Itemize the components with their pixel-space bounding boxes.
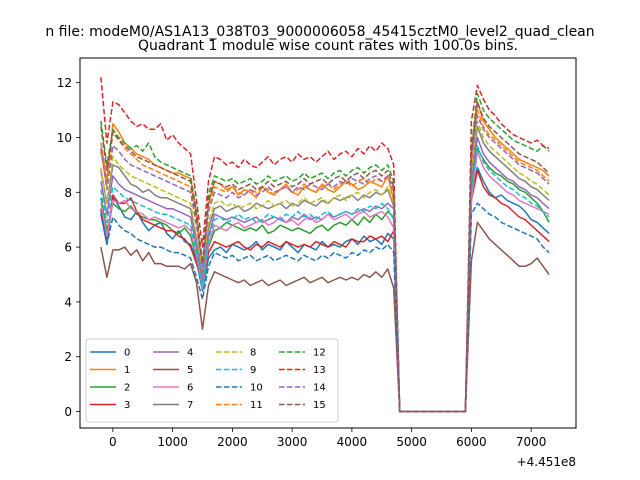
y-tick-label: 0 — [64, 405, 72, 419]
series-line-5 — [100, 221, 550, 413]
y-tick-label: 2 — [64, 350, 72, 364]
x-tick-label: 4000 — [337, 435, 368, 449]
legend-label-9: 9 — [250, 365, 256, 376]
legend-label-8: 8 — [250, 348, 256, 359]
legend-label-3: 3 — [124, 400, 130, 411]
legend-label-12: 12 — [313, 348, 326, 359]
legend-label-1: 1 — [124, 365, 130, 376]
legend-label-2: 2 — [124, 383, 130, 394]
series-line-11 — [100, 109, 550, 413]
y-tick-label: 10 — [57, 131, 72, 145]
axes-frame — [79, 57, 577, 429]
x-tick-label: 5000 — [396, 435, 427, 449]
x-tick-label: 6000 — [456, 435, 487, 449]
x-axis: 0 1000 2000 3000 4000 5000 6000 7000 — [109, 428, 546, 449]
chart-title: Quadrant 1 module wise count rates with … — [138, 38, 518, 54]
legend-label-4: 4 — [187, 348, 193, 359]
series-line-12 — [100, 92, 550, 413]
series-line-6 — [100, 150, 550, 413]
series-line-13 — [100, 77, 550, 413]
legend-label-13: 13 — [313, 365, 326, 376]
legend-label-14: 14 — [313, 383, 326, 394]
series-line-15 — [100, 101, 550, 413]
x-tick-label: 7000 — [516, 435, 547, 449]
series-line-3 — [100, 169, 550, 413]
legend-label-11: 11 — [250, 400, 263, 411]
x-tick-label: 0 — [109, 435, 117, 449]
y-axis: 0 2 4 6 8 10 12 — [57, 76, 80, 419]
legend-box — [85, 338, 339, 423]
y-tick-label: 12 — [57, 76, 72, 90]
x-tick-label: 2000 — [217, 435, 248, 449]
series-line-10 — [100, 202, 550, 413]
x-tick-label: 3000 — [277, 435, 308, 449]
x-tick-label: 1000 — [157, 435, 188, 449]
legend-label-15: 15 — [313, 400, 326, 411]
series-line-8 — [100, 120, 550, 413]
legend-label-5: 5 — [187, 365, 193, 376]
y-tick-label: 6 — [64, 241, 72, 255]
legend-label-7: 7 — [187, 400, 193, 411]
legend-label-6: 6 — [187, 383, 193, 394]
y-tick-label: 8 — [64, 186, 72, 200]
y-tick-label: 4 — [64, 295, 72, 309]
legend-label-0: 0 — [124, 348, 130, 359]
series-line-14 — [100, 114, 550, 413]
legend-label-10: 10 — [250, 383, 263, 394]
series-line-7 — [100, 125, 550, 413]
plot-area — [100, 77, 550, 413]
x-offset-label: +4.451e8 — [517, 455, 576, 469]
series-line-9 — [100, 144, 550, 413]
figure-suptitle: n file: modeM0/AS1A13_038T03_9000006058_… — [45, 24, 594, 40]
